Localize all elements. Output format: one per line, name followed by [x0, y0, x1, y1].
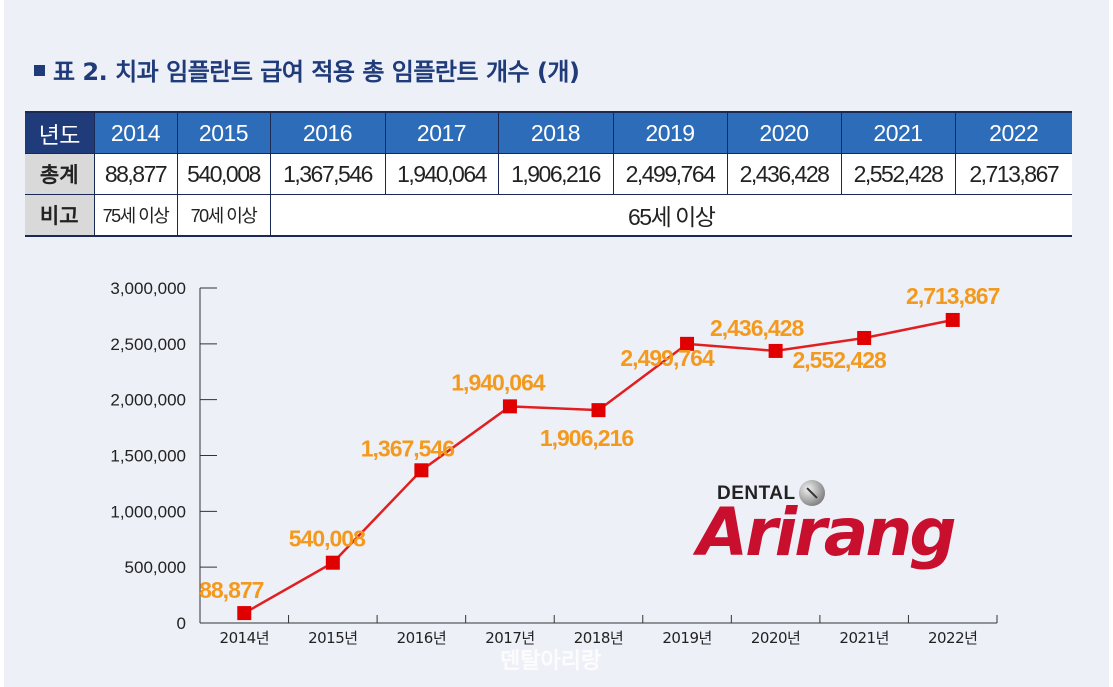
note-label: 비고	[25, 194, 94, 237]
watermark: 덴탈아리랑	[500, 649, 602, 674]
x-tick-label: 2021년	[839, 629, 888, 647]
total-cell: 2,552,428	[840, 153, 955, 195]
header-label: 년도	[25, 111, 94, 154]
total-cell: 2,436,428	[726, 153, 841, 195]
data-point	[237, 606, 252, 621]
total-cell: 540,008	[176, 153, 270, 195]
total-cell: 2,499,764	[612, 153, 727, 195]
table-row-totals: 총계 88,877 540,008 1,367,546 1,940,064 1,…	[25, 153, 1072, 195]
year-cell: 2018	[497, 111, 613, 154]
frame-left	[0, 0, 4, 687]
x-tick-label: 2017년	[485, 629, 534, 647]
title-bullet-icon	[34, 64, 45, 76]
table-header-row: 년도 2014 2015 2016 2017 2018 2019 2020 20…	[25, 111, 1072, 154]
y-tick-label: 2,500,000	[110, 335, 186, 354]
y-tick-label: 3,000,000	[110, 279, 186, 298]
data-label: 1,367,546	[361, 435, 455, 461]
x-tick-label: 2022년	[928, 629, 977, 647]
year-cell: 2021	[840, 111, 955, 154]
data-label: 540,008	[289, 526, 366, 552]
year-cell: 2022	[954, 111, 1072, 154]
x-tick-label: 2018년	[574, 629, 623, 647]
x-tick-label: 2016년	[397, 629, 446, 647]
data-label: 2,436,428	[710, 315, 805, 341]
year-cell: 2020	[726, 111, 841, 154]
data-point	[680, 336, 695, 351]
y-tick-label: 2,000,000	[110, 391, 186, 410]
year-cell: 2016	[269, 111, 385, 154]
title-text: 표 2. 치과 임플란트 급여 적용 총 임플란트 개수 (개)	[53, 58, 580, 86]
total-cell: 2,713,867	[954, 153, 1072, 195]
data-label: 2,499,764	[620, 345, 715, 371]
chart-data-labels: 88,877 540,008 1,367,546 1,940,064 1,906,216…	[199, 283, 1000, 603]
x-tick-label: 2020년	[751, 629, 800, 647]
logo-ball-icon	[799, 480, 825, 506]
year-cell: 2014	[93, 111, 177, 154]
data-point	[502, 399, 517, 414]
y-tick-label: 0	[177, 614, 186, 633]
y-tick-label: 500,000	[125, 558, 186, 577]
total-cell: 1,940,064	[384, 153, 498, 195]
dental-arirang-logo: DENTAL Arirang	[697, 480, 1007, 571]
logo-brand-text: Arirang	[697, 494, 957, 571]
data-point	[591, 403, 606, 418]
total-label: 총계	[25, 153, 94, 195]
note-cell: 75세 이상	[93, 194, 177, 237]
y-tick-label: 1,000,000	[110, 502, 186, 521]
chart-axes: 0 500,000 1,000,000 1,500,000 2,000,000 2,500…	[110, 279, 998, 647]
data-point	[857, 330, 872, 345]
logo-small-text: DENTAL	[717, 483, 796, 504]
table-row-notes: 비고 75세 이상 70세 이상 65세 이상	[25, 194, 1072, 237]
y-tick-label: 1,500,000	[110, 447, 186, 466]
year-cell: 2019	[612, 111, 727, 154]
data-table: 년도 2014 2015 2016 2017 2018 2019 2020 20…	[25, 111, 1072, 237]
chart-title: 표 2. 치과 임플란트 급여 적용 총 임플란트 개수 (개)	[34, 52, 580, 87]
frame-right	[1109, 0, 1113, 687]
data-point	[325, 555, 340, 570]
year-cell: 2015	[176, 111, 270, 154]
data-label: 1,906,216	[540, 425, 634, 451]
total-cell: 88,877	[93, 153, 177, 195]
data-label: 2,552,428	[793, 347, 888, 373]
x-tick-label: 2019년	[662, 629, 711, 647]
data-label: 2,713,867	[906, 283, 1000, 309]
data-point	[768, 343, 783, 358]
data-point	[945, 312, 960, 327]
x-tick-label: 2015년	[308, 629, 357, 647]
year-cell: 2017	[384, 111, 498, 154]
chart-series	[237, 312, 960, 621]
data-label: 88,877	[199, 577, 264, 603]
note-cell: 70세 이상	[176, 194, 270, 237]
total-cell: 1,906,216	[497, 153, 613, 195]
total-cell: 1,367,546	[269, 153, 385, 195]
data-point	[414, 463, 429, 478]
data-label: 1,940,064	[451, 369, 546, 395]
x-tick-label: 2014년	[220, 629, 269, 647]
note-cell-merged: 65세 이상	[269, 194, 1072, 237]
